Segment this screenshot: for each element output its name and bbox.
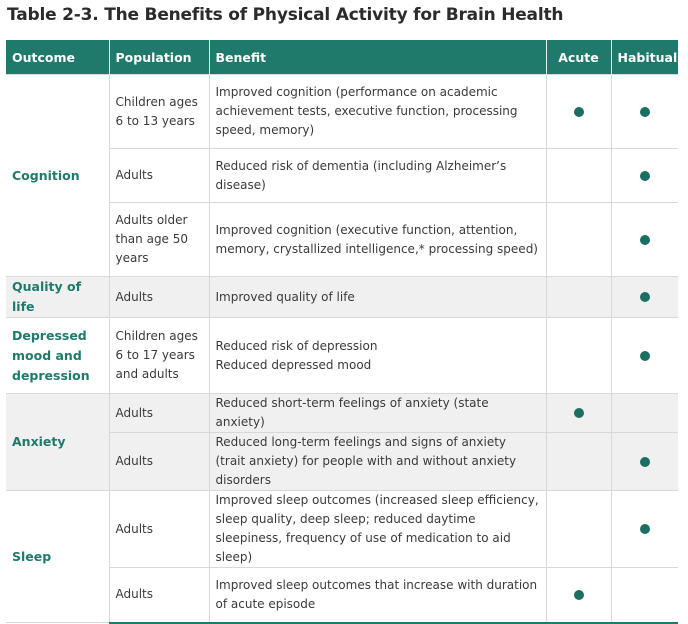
acute-dot-icon — [573, 106, 584, 117]
acute-dot-icon — [573, 408, 584, 418]
table-row: Anxiety Adults Reduced short-term feelin… — [6, 393, 678, 491]
table-row: Depressed mood and depression Children a… — [6, 317, 678, 394]
habitual-dot-icon — [639, 456, 650, 467]
table-row: Adults Reduced long-term feelings and si… — [6, 432, 678, 491]
benefit-cell: Reduced risk of dementia (including Alzh… — [208, 148, 547, 203]
benefit-cell: Improved sleep outcomes that increase wi… — [208, 567, 547, 624]
outcome-cognition: Cognition — [6, 74, 110, 277]
habitual-cell — [610, 202, 678, 277]
population-cell: Adults — [108, 276, 210, 318]
outcome-quality-of-life: Quality of life — [6, 276, 110, 318]
acute-cell — [545, 393, 612, 433]
habitual-cell — [610, 148, 678, 203]
population-cell: Adults — [108, 490, 210, 568]
habitual-cell — [610, 317, 678, 394]
habitual-cell — [610, 276, 678, 318]
table-row: Adults Improved sleep outcomes that incr… — [6, 567, 678, 624]
acute-cell — [545, 202, 612, 277]
header-outcome: Outcome — [6, 40, 109, 75]
benefit-line: Reduced risk of depression — [215, 338, 378, 353]
benefit-cell: Reduced risk of depression Reduced depre… — [208, 317, 547, 394]
habitual-dot-icon — [639, 292, 650, 302]
outcome-depression: Depressed mood and depression — [6, 317, 110, 394]
benefit-cell: Improved quality of life — [208, 276, 547, 318]
habitual-dot-icon — [639, 350, 650, 361]
acute-dot-icon — [573, 589, 584, 600]
acute-cell — [545, 490, 612, 568]
habitual-dot-icon — [639, 234, 650, 245]
acute-cell — [545, 148, 612, 203]
acute-cell — [545, 276, 612, 318]
population-cell: Adults — [108, 393, 210, 433]
acute-cell — [545, 432, 612, 491]
benefit-cell: Improved cognition (executive function, … — [208, 202, 547, 277]
table-row: Cognition Children ages 6 to 13 years Im… — [6, 74, 678, 277]
table-row: Adults Reduced risk of dementia (includi… — [6, 148, 678, 203]
population-cell: Adults — [109, 432, 210, 491]
header-acute: Acute — [545, 40, 611, 75]
table-row: Sleep Adults Improved sleep outcomes (in… — [6, 490, 678, 623]
habitual-cell — [610, 393, 678, 433]
habitual-dot-icon — [639, 170, 650, 181]
table-title: Table 2-3. The Benefits of Physical Acti… — [7, 5, 564, 25]
habitual-cell — [610, 74, 678, 149]
benefit-line: Reduced depressed mood — [215, 357, 372, 372]
acute-cell — [545, 567, 612, 624]
benefit-cell: Reduced long-term feelings and signs of … — [208, 432, 547, 491]
acute-cell — [545, 74, 612, 149]
habitual-dot-icon — [639, 524, 650, 534]
habitual-cell — [610, 567, 678, 624]
table-header-row: Outcome Population Benefit Acute Habitua… — [6, 40, 678, 75]
population-cell: Adults — [109, 567, 210, 624]
header-habitual: Habitual — [610, 40, 678, 75]
population-cell: Adults older than age 50 years — [109, 202, 210, 277]
habitual-dot-icon — [639, 106, 650, 117]
benefit-cell: Reduced short-term feelings of anxiety (… — [208, 393, 547, 433]
outcome-anxiety: Anxiety — [6, 393, 110, 491]
population-cell: Children ages 6 to 17 years and adults — [108, 317, 210, 394]
table-row: Quality of life Adults Improved quality … — [6, 276, 678, 318]
benefits-table: Outcome Population Benefit Acute Habitua… — [6, 40, 678, 624]
outcome-sleep: Sleep — [6, 490, 110, 623]
benefit-cell: Improved cognition (performance on acade… — [208, 74, 547, 149]
habitual-cell — [610, 432, 678, 491]
header-population: Population — [108, 40, 209, 75]
population-cell: Children ages 6 to 13 years — [108, 74, 210, 149]
benefit-cell: Improved sleep outcomes (increased sleep… — [208, 490, 547, 568]
acute-cell — [545, 317, 612, 394]
header-benefit: Benefit — [208, 40, 546, 75]
population-cell: Adults — [109, 148, 210, 203]
habitual-cell — [610, 490, 678, 568]
